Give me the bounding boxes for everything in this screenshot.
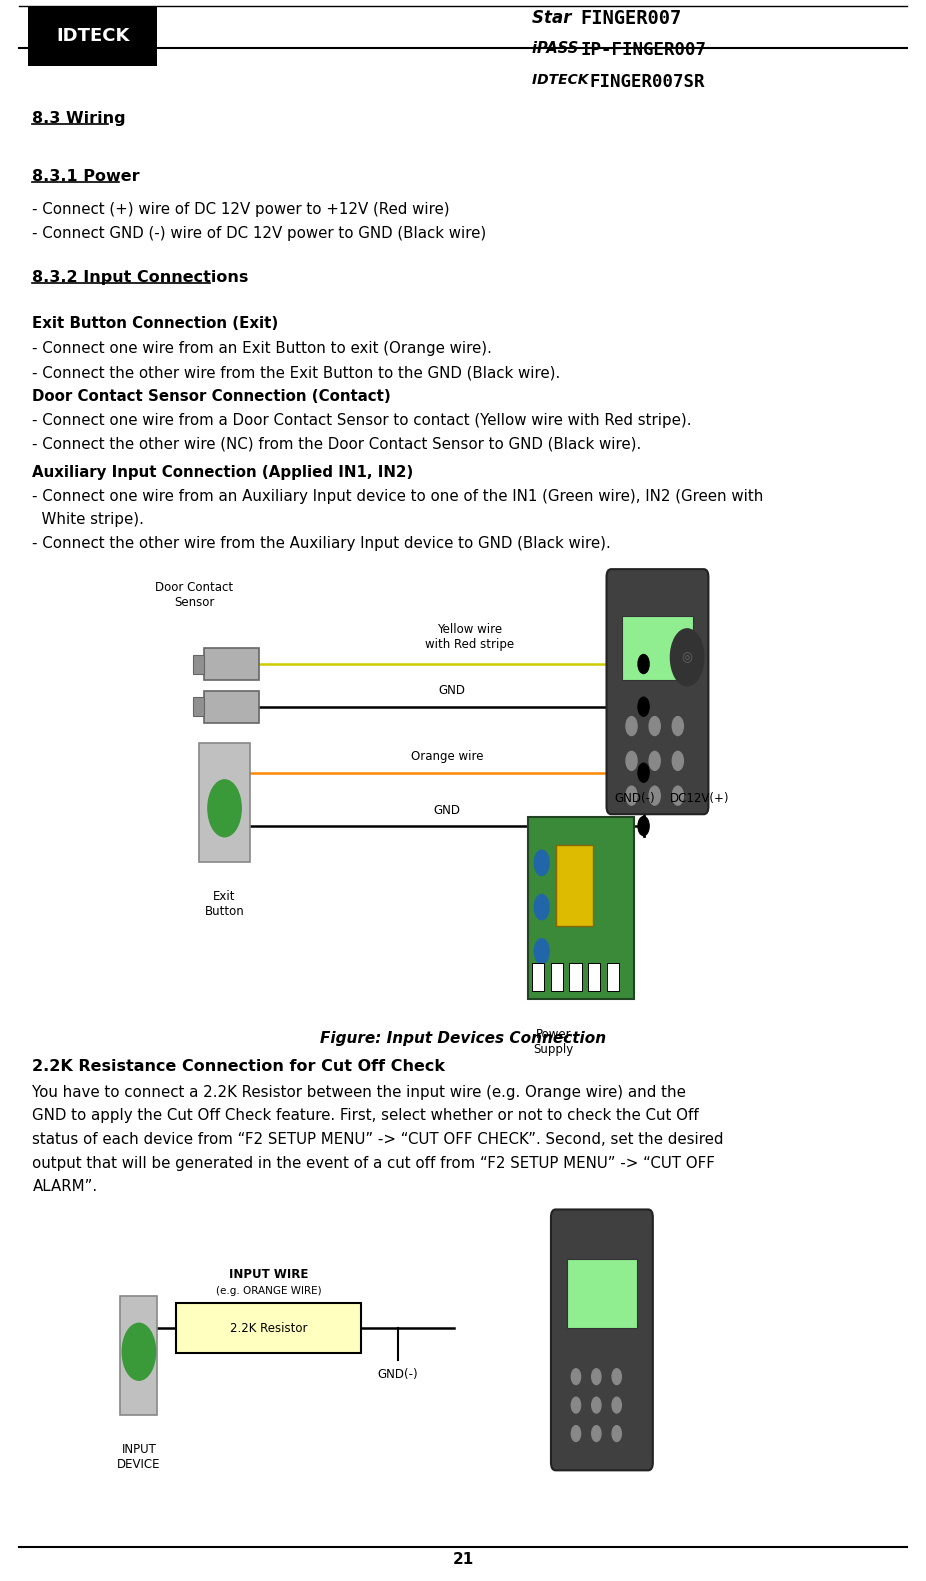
- Bar: [176, 1303, 361, 1353]
- Bar: [551, 963, 563, 991]
- Text: Orange wire: Orange wire: [410, 751, 483, 764]
- Circle shape: [122, 1323, 156, 1380]
- Circle shape: [638, 655, 649, 674]
- Text: IDTECK: IDTECK: [56, 27, 130, 46]
- Circle shape: [592, 1426, 601, 1442]
- Text: (e.g. ORANGE WIRE): (e.g. ORANGE WIRE): [216, 1287, 321, 1296]
- Bar: [111, 1202, 667, 1478]
- Text: 21: 21: [453, 1553, 473, 1567]
- Text: GND(-): GND(-): [378, 1368, 419, 1380]
- Circle shape: [612, 1426, 621, 1442]
- Text: Exit Button Connection (Exit): Exit Button Connection (Exit): [32, 316, 279, 330]
- Bar: [193, 697, 204, 716]
- Text: - Connect the other wire (NC) from the Door Contact Sensor to GND (Black wire).: - Connect the other wire (NC) from the D…: [32, 436, 642, 451]
- Text: DC12V(+): DC12V(+): [669, 792, 729, 805]
- Text: IDTECK: IDTECK: [532, 73, 594, 87]
- Text: - Connect one wire from an Auxiliary Input device to one of the IN1 (Green wire): - Connect one wire from an Auxiliary Inp…: [32, 489, 764, 503]
- Text: - Connect the other wire from the Exit Button to the GND (Black wire).: - Connect the other wire from the Exit B…: [32, 365, 560, 379]
- Text: INPUT WIRE: INPUT WIRE: [229, 1268, 308, 1281]
- Circle shape: [649, 751, 660, 770]
- Text: GND: GND: [433, 803, 460, 816]
- Circle shape: [571, 1369, 581, 1385]
- Circle shape: [534, 895, 549, 920]
- Text: status of each device from “F2 SETUP MENU” -> “CUT OFF CHECK”. Second, set the d: status of each device from “F2 SETUP MEN…: [32, 1132, 724, 1146]
- Circle shape: [592, 1398, 601, 1413]
- Circle shape: [592, 1369, 601, 1385]
- Circle shape: [571, 1398, 581, 1413]
- Bar: [193, 655, 204, 674]
- Text: ALARM”.: ALARM”.: [32, 1179, 97, 1194]
- Text: FINGER007: FINGER007: [581, 9, 682, 28]
- Text: output that will be generated in the event of a cut off from “F2 SETUP MENU” -> : output that will be generated in the eve…: [32, 1156, 715, 1170]
- Circle shape: [638, 764, 649, 783]
- Text: Exit
Button: Exit Button: [205, 890, 244, 919]
- Circle shape: [534, 851, 549, 876]
- Text: - Connect the other wire from the Auxiliary Input device to GND (Black wire).: - Connect the other wire from the Auxili…: [32, 536, 611, 550]
- Circle shape: [626, 716, 637, 735]
- Text: 8.3.1 Power: 8.3.1 Power: [32, 169, 140, 183]
- Text: FINGER007SR: FINGER007SR: [590, 73, 706, 90]
- Text: GND to apply the Cut Off Check feature. First, select whether or not to check th: GND to apply the Cut Off Check feature. …: [32, 1108, 699, 1123]
- Text: Auxiliary Input Connection (Applied IN1, IN2): Auxiliary Input Connection (Applied IN1,…: [32, 465, 414, 479]
- Text: iPASS: iPASS: [532, 41, 583, 55]
- Circle shape: [534, 939, 549, 964]
- Circle shape: [670, 629, 704, 686]
- Text: White stripe).: White stripe).: [32, 512, 144, 526]
- Text: 2.2K Resistance Connection for Cut Off Check: 2.2K Resistance Connection for Cut Off C…: [32, 1059, 445, 1073]
- Text: ◎: ◎: [682, 651, 693, 664]
- Text: - Connect one wire from a Door Contact Sensor to contact (Yellow wire with Red s: - Connect one wire from a Door Contact S…: [32, 413, 692, 427]
- Text: 8.3 Wiring: 8.3 Wiring: [32, 111, 126, 126]
- Text: 8.3.2 Input Connections: 8.3.2 Input Connections: [32, 270, 249, 285]
- Text: Power
Supply: Power Supply: [533, 1028, 573, 1056]
- Text: Figure: Input Devices Connection: Figure: Input Devices Connection: [320, 1031, 606, 1045]
- Bar: [28, 6, 157, 66]
- Text: - Connect one wire from an Exit Button to exit (Orange wire).: - Connect one wire from an Exit Button t…: [32, 341, 493, 356]
- Text: GND: GND: [438, 685, 465, 697]
- Bar: [567, 1258, 637, 1328]
- Circle shape: [638, 697, 649, 716]
- Circle shape: [207, 779, 241, 836]
- FancyBboxPatch shape: [607, 569, 708, 814]
- Circle shape: [626, 751, 637, 770]
- Circle shape: [626, 786, 637, 805]
- Bar: [204, 691, 259, 723]
- Text: INPUT
DEVICE: INPUT DEVICE: [118, 1443, 160, 1472]
- Text: 2.2K Resistor: 2.2K Resistor: [230, 1322, 307, 1334]
- Bar: [588, 963, 600, 991]
- Bar: [528, 817, 634, 999]
- Circle shape: [571, 1426, 581, 1442]
- Text: GND(-): GND(-): [614, 792, 655, 805]
- Circle shape: [672, 716, 683, 735]
- Text: Door Contact Sensor Connection (Contact): Door Contact Sensor Connection (Contact): [32, 389, 391, 403]
- Bar: [569, 963, 582, 991]
- Text: Door Contact
Sensor: Door Contact Sensor: [156, 580, 233, 609]
- Circle shape: [612, 1369, 621, 1385]
- Bar: [622, 617, 693, 680]
- Circle shape: [649, 716, 660, 735]
- Circle shape: [612, 1398, 621, 1413]
- Text: You have to connect a 2.2K Resistor between the input wire (e.g. Orange wire) an: You have to connect a 2.2K Resistor betw…: [32, 1085, 686, 1099]
- Text: - Connect GND (-) wire of DC 12V power to GND (Black wire): - Connect GND (-) wire of DC 12V power t…: [32, 226, 487, 240]
- Bar: [93, 561, 852, 1012]
- Circle shape: [638, 816, 649, 835]
- FancyBboxPatch shape: [551, 1209, 653, 1470]
- Bar: [556, 844, 593, 926]
- Circle shape: [672, 786, 683, 805]
- Bar: [199, 743, 250, 862]
- Bar: [532, 963, 544, 991]
- Bar: [204, 648, 259, 680]
- Text: Yellow wire
with Red stripe: Yellow wire with Red stripe: [425, 623, 515, 651]
- Bar: [607, 963, 619, 991]
- Circle shape: [672, 751, 683, 770]
- Text: Star: Star: [532, 9, 578, 27]
- Circle shape: [649, 786, 660, 805]
- Text: IP-FINGER007: IP-FINGER007: [581, 41, 707, 58]
- Text: - Connect (+) wire of DC 12V power to +12V (Red wire): - Connect (+) wire of DC 12V power to +1…: [32, 202, 450, 217]
- Bar: [120, 1296, 157, 1415]
